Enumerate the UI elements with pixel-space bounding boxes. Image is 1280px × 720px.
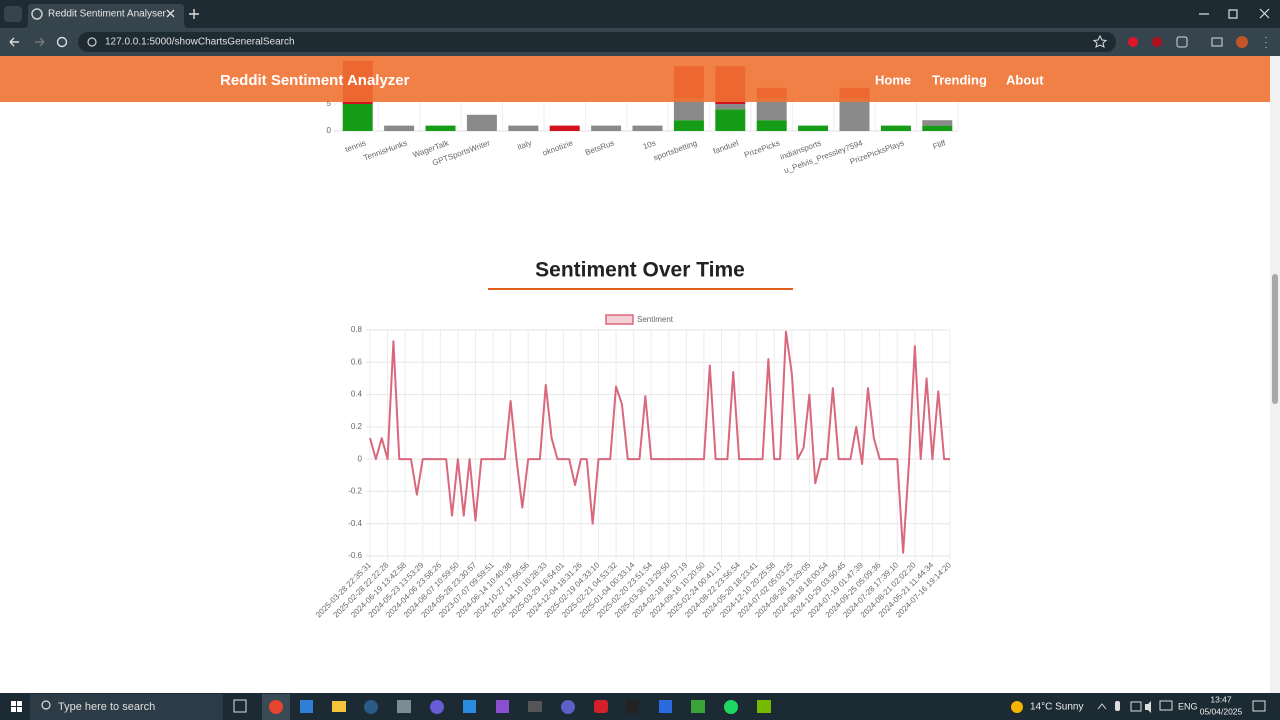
search-box[interactable] [30, 694, 223, 720]
weather-icon [1011, 701, 1023, 713]
new-tab[interactable] [189, 9, 199, 19]
bar-segment [922, 120, 953, 126]
reload-button[interactable] [56, 36, 68, 48]
legend-label: Sentiment [637, 315, 674, 324]
bar-segment [673, 120, 704, 131]
tab-close[interactable] [166, 9, 175, 18]
bar-segment [384, 125, 415, 131]
app-icon[interactable] [626, 700, 639, 713]
bar-segment [715, 104, 746, 110]
bar-segment [756, 98, 787, 121]
language[interactable]: ENG [1178, 701, 1198, 711]
app-icon[interactable] [397, 700, 411, 713]
media-button[interactable] [1211, 37, 1223, 47]
window-controls[interactable] [1199, 8, 1270, 19]
y-tick-label: -0.4 [348, 519, 362, 528]
profile-avatar[interactable] [1236, 36, 1248, 48]
tab-search-button[interactable] [4, 6, 22, 22]
bar-segment [798, 125, 829, 131]
y-tick-label: 0.8 [351, 325, 363, 334]
bar-segment [839, 98, 870, 131]
y-tick-label: 0.6 [351, 357, 363, 366]
nav-link[interactable]: Trending [932, 72, 987, 87]
scrollbar-thumb[interactable] [1272, 274, 1278, 404]
app-icon[interactable] [594, 700, 608, 713]
site-info[interactable] [87, 37, 97, 47]
extension-icon[interactable] [1152, 37, 1162, 47]
nav-link[interactable]: About [1006, 72, 1044, 87]
app-icon[interactable] [757, 700, 771, 713]
app-icon[interactable] [233, 699, 247, 713]
back-button[interactable] [9, 37, 19, 47]
tray-icon[interactable] [1145, 701, 1151, 713]
y-tick-label: 0.4 [351, 390, 363, 399]
site-header [0, 56, 1270, 102]
start-button[interactable] [11, 701, 22, 712]
app-icon[interactable] [332, 701, 346, 712]
app-icon[interactable] [430, 700, 444, 714]
bar-segment [715, 109, 746, 131]
bar-segment [922, 125, 953, 131]
bar-segment [880, 125, 911, 131]
y-tick-label: -0.6 [348, 551, 362, 560]
x-tick-label: Fliff [932, 138, 948, 151]
app-icon[interactable] [561, 700, 575, 714]
tray-icon[interactable] [1130, 701, 1142, 712]
x-tick-label: 10s [642, 138, 657, 151]
line-series [369, 330, 950, 554]
bar-segment [549, 125, 580, 131]
legend-swatch [605, 314, 634, 325]
y-tick-label: 5 [327, 99, 332, 108]
bar-segment [632, 125, 663, 131]
forward-button[interactable] [35, 37, 45, 47]
extension-icon[interactable] [1128, 37, 1138, 47]
search-icon [41, 700, 51, 710]
tab-strip [0, 0, 1280, 28]
app-icon[interactable] [724, 700, 738, 714]
app-icon[interactable] [300, 700, 313, 713]
brand[interactable]: Reddit Sentiment Analyzer [220, 72, 410, 89]
bar-segment [591, 125, 622, 131]
url[interactable]: 127.0.0.1:5000/showChartsGeneralSearch [105, 37, 295, 48]
clock-time[interactable]: 13:47 [1210, 694, 1232, 704]
taskbar-apps [233, 694, 771, 720]
bar-segment [466, 114, 497, 131]
search-placeholder[interactable]: Type here to search [58, 701, 155, 713]
y-tick-label: 0.2 [351, 422, 363, 431]
y-tick-label: -0.2 [348, 487, 362, 496]
app-icon[interactable] [463, 700, 476, 713]
omnibox[interactable] [78, 32, 1116, 52]
section-title: Sentiment Over Time [535, 259, 745, 282]
app-icon[interactable] [659, 700, 672, 713]
tab-title[interactable]: Reddit Sentiment Analyser [48, 9, 167, 20]
y-tick-label: 0 [358, 454, 363, 463]
bar-segment [673, 98, 704, 121]
tab-favicon [31, 8, 43, 20]
y-tick-label: 0 [327, 126, 332, 135]
weather[interactable]: 14°C Sunny [1030, 702, 1083, 713]
bar-segment [425, 125, 456, 131]
bar-segment [756, 120, 787, 131]
page-bg [0, 56, 1280, 693]
clock-date[interactable]: 05/04/2025 [1200, 706, 1243, 716]
app-icon[interactable] [364, 700, 378, 714]
app-icon[interactable] [496, 700, 509, 713]
nav-link[interactable]: Home [875, 72, 911, 87]
extensions-button[interactable] [1176, 36, 1188, 48]
tray-icon[interactable] [1115, 701, 1120, 711]
tray-expand[interactable] [1097, 703, 1107, 710]
app-icon[interactable] [691, 700, 705, 713]
tray-icon[interactable] [1159, 700, 1173, 711]
bar-segment [342, 104, 373, 131]
active-tab[interactable] [24, 4, 188, 28]
app-icon[interactable] [528, 701, 542, 712]
app-icon[interactable] [269, 700, 283, 714]
bar-segment [508, 125, 539, 131]
notifications[interactable] [1252, 700, 1266, 712]
bookmark-star[interactable] [1092, 34, 1108, 48]
